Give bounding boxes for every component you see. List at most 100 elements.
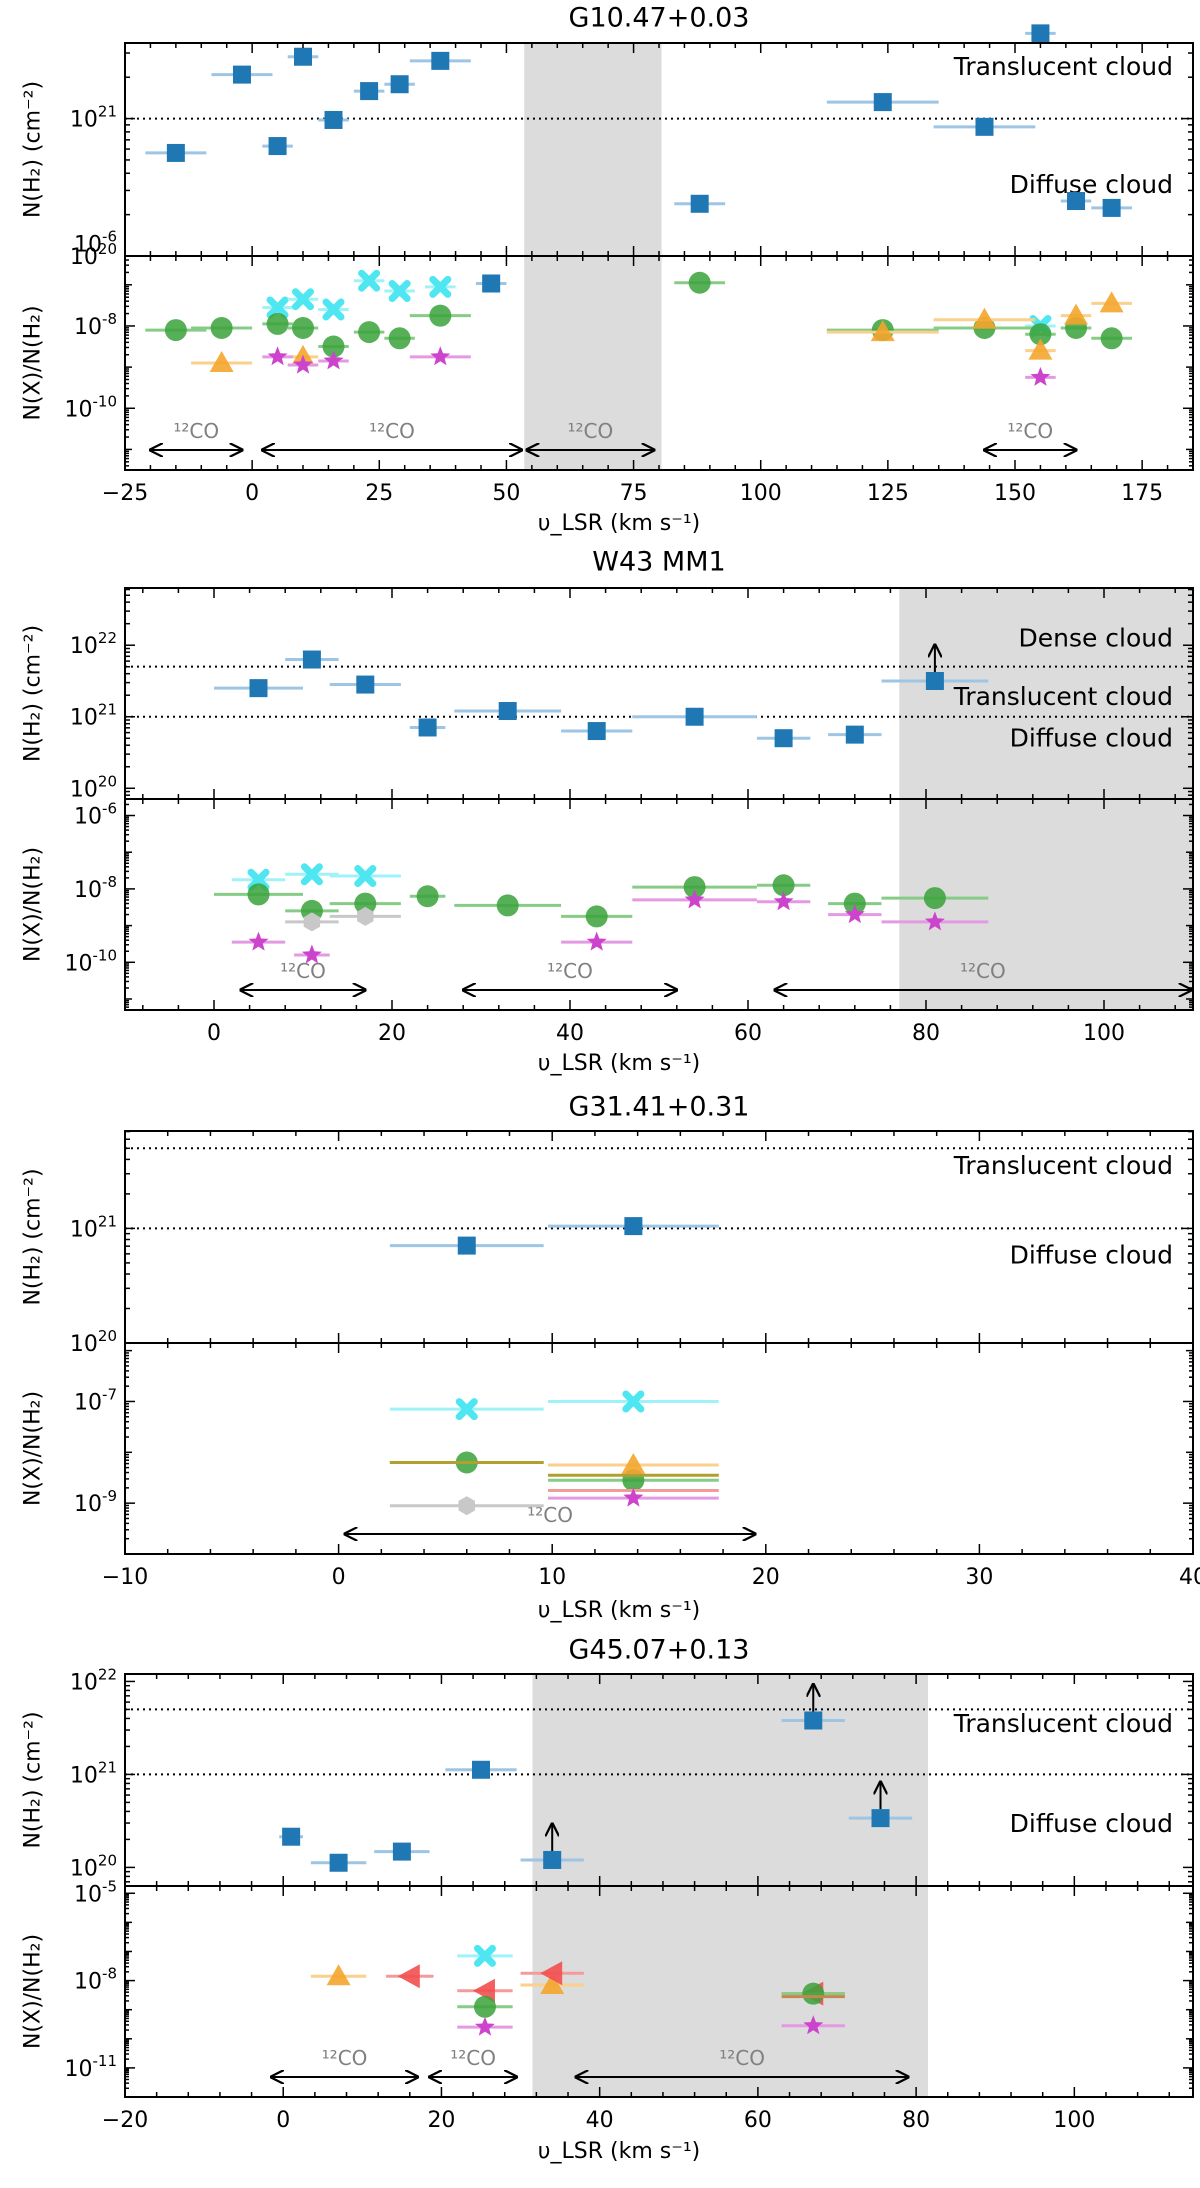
y-tick-label: 10-10 [65,946,118,976]
marker-point [683,876,706,899]
marker-point [498,702,517,721]
marker-point [268,137,287,156]
bottom-panel: 10-5 10-8 10-11 N(X)/N(H₂) ¹²CO ¹²CO ¹²CO [21,1877,1193,2098]
y-tick-label: 10-5 [74,1877,117,1907]
marker-point [586,931,607,951]
co-label: ¹²CO [547,959,593,983]
y-tick-label: 10-8 [74,873,117,903]
x-tick-label: 80 [912,1021,940,1046]
series-magenta [457,2015,845,2036]
marker-point [845,725,864,744]
marker-point [210,317,233,340]
marker-point [684,889,705,909]
bottom-frame [124,1342,1194,1555]
marker-point [475,2016,495,2036]
bottom-panel: 10-6 10-8 10-10 N(X)/N(H₂) ¹²CO ¹²CO ¹²CO [21,800,1193,1008]
x-axis-label: υ_LSR (km s⁻¹) [538,1051,700,1076]
marker-point [1029,323,1052,346]
co-label: ¹²CO [567,419,613,443]
cloud-annotation: Diffuse cloud [1010,1809,1173,1838]
marker-point [803,2015,824,2035]
marker-point [429,304,452,327]
y-tick-label: 1021 [70,103,117,133]
x-tick-label: 60 [734,1021,762,1046]
series-orange [310,1964,584,1994]
x-tick-label: 75 [620,481,648,506]
x-tick-label: 40 [586,2108,614,2133]
co-label: ¹²CO [1007,419,1053,443]
cloud-annotation: Translucent cloud [953,682,1173,711]
marker-point [623,1487,644,1507]
x-axis-label: υ_LSR (km s⁻¹) [538,1598,700,1623]
marker-point [326,1964,351,1986]
x-tick-label: −25 [102,481,148,506]
marker-point [802,1982,825,2005]
marker-point [323,350,344,370]
x-tick-label: 20 [427,2108,455,2133]
x-tick-label: 150 [994,481,1036,506]
chart-title: W43 MM1 [592,547,725,578]
co-label: ¹²CO [719,2046,765,2070]
series-cyan [457,1944,513,1967]
marker-point [248,931,269,951]
cloud-annotation: Translucent cloud [953,52,1173,81]
bottom-panel: 10-6 10-8 10-10 N(X)/N(H₂) ¹²CO ¹²CO ¹²CO ¹²CO [21,228,1193,467]
marker-point [540,1972,565,1994]
chart-2: W43 MM1 Dense cloud Translucent cloud Diffu… [21,547,1194,1076]
marker-point [293,354,313,374]
marker-point [1030,366,1051,386]
marker-point [418,718,437,737]
co-label: ¹²CO [369,419,415,443]
co-label: ¹²CO [960,959,1006,983]
marker-point [1031,24,1050,43]
y-axis-label: N(H₂) (cm⁻²) [21,625,46,762]
marker-point [774,729,793,748]
marker-point [354,892,377,915]
series-cyan [389,1390,719,1421]
cloud-annotation: Diffuse cloud [1010,724,1173,753]
marker-point [249,679,268,698]
marker-point [622,1390,645,1413]
marker-point [1100,327,1123,350]
marker-point [923,887,946,910]
x-tick-label: 0 [276,2108,290,2133]
marker-point [303,912,321,932]
marker-point [772,874,795,897]
series-H2 [145,24,1132,293]
series-green [214,874,989,928]
x-tick-label: −20 [102,2108,148,2133]
y-tick-label: 10-10 [65,392,118,422]
x-tick-label: 100 [1053,2108,1095,2133]
marker-point [329,1853,348,1872]
cloud-annotation: Dense cloud [1018,624,1173,653]
marker-point [843,892,866,915]
series-H2 [279,1684,913,1872]
x-tick-label: 25 [365,481,393,506]
chart-title: G10.47+0.03 [569,3,750,34]
marker-point [871,1809,890,1828]
marker-point [360,82,379,101]
marker-point [209,351,234,372]
marker-point [322,335,345,358]
y-axis-label: N(H₂) (cm⁻²) [21,81,46,218]
marker-point [473,1995,496,2018]
marker-point [324,110,343,129]
bottom-frame [124,1885,1194,2098]
y-axis-label: N(H₂) (cm⁻²) [21,1711,46,1848]
y-axis-label: N(H₂) (cm⁻²) [21,1168,46,1305]
marker-point [773,891,794,911]
marker-point [292,288,314,311]
series-H2 [389,1217,719,1255]
x-tick-label: 0 [245,481,259,506]
marker-point [844,904,865,924]
chart-title: G31.41+0.31 [569,1092,750,1123]
marker-point [292,317,314,340]
marker-point [357,906,374,926]
marker-point [1028,338,1053,360]
x-axis-label: υ_LSR (km s⁻¹) [538,2139,700,2164]
y-tick-label: 10-8 [74,1965,117,1995]
bottom-frame [124,798,1194,1011]
x-tick-label: 175 [1121,481,1163,506]
